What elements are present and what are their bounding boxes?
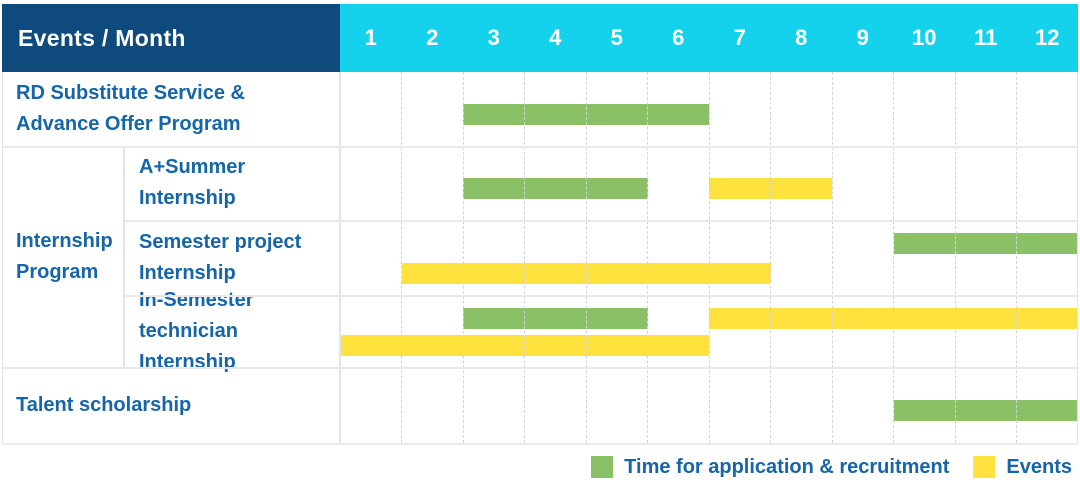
bar-recruitment (463, 308, 648, 329)
month-grid-line (462, 72, 464, 443)
month-grid-line (893, 72, 894, 443)
row-label-line: Talent scholarship (16, 393, 192, 416)
legend-item-event: Events (973, 456, 1072, 479)
month-grid-line (401, 72, 402, 443)
month-header-cell: 1 (364, 25, 377, 50)
month-header-cell: 12 (1035, 25, 1060, 50)
month-header-cell: 11 (974, 25, 998, 50)
row-label-rd-substitute-service-advance-offer-program: RD Substitute Service & Advance Offer Pro… (2, 72, 338, 146)
month-grid-line (524, 72, 525, 443)
month-header-cell: 6 (672, 25, 685, 50)
table-left-border (2, 72, 3, 443)
row-separator (125, 220, 1078, 222)
month-grid-line (1016, 72, 1017, 443)
month-header-cell: 3 (487, 25, 500, 50)
month-grid-line (954, 72, 956, 443)
group-label-internship-program: Internship Program (2, 146, 123, 367)
month-grid-line (647, 72, 648, 443)
legend-swatch-green (591, 456, 614, 478)
row-label-line: A+Summer (139, 156, 246, 178)
table-right-border (1077, 72, 1078, 443)
row-label-semester-project-internship: Semester project Internship (125, 220, 338, 295)
row-label-line: Semester project (139, 230, 302, 253)
group-column-divider (123, 146, 125, 367)
row-separator (125, 295, 1078, 297)
bar-recruitment (893, 400, 1078, 421)
month-grid-line (585, 72, 587, 443)
month-header-cell: 4 (549, 25, 562, 50)
legend-swatch-yellow (973, 456, 996, 478)
legend-item-recruitment: Time for application & recruitment (591, 456, 949, 479)
row-label-line: Internship (139, 187, 236, 209)
month-header-cell: 7 (733, 25, 746, 50)
row-label-line: RD Substitute Service & (16, 82, 245, 104)
label-column-divider (339, 72, 341, 443)
legend-label: Time for application & recruitment (624, 455, 950, 478)
row-label-line: In-Semester (139, 288, 254, 311)
group-label-line: Internship (16, 229, 113, 252)
table-header-events-month: Events / Month (2, 4, 340, 72)
bar-recruitment (463, 178, 648, 199)
legend-label: Events (1006, 455, 1072, 478)
month-grid-line (770, 72, 771, 443)
month-header-cell: 10 (912, 25, 937, 50)
row-separator (2, 443, 1078, 445)
group-label-line: Program (16, 260, 99, 283)
bar-recruitment (893, 233, 1078, 254)
row-separator (2, 367, 1078, 369)
row-label-in-semester-technician-internship: In-Semester technician Internship (125, 289, 338, 373)
month-header-cell: 2 (426, 25, 439, 50)
row-label-talent-scholarship: Talent scholarship (2, 367, 338, 443)
month-header-cell: 8 (795, 25, 808, 50)
month-header-cell: 5 (610, 25, 623, 50)
row-separator (2, 146, 1078, 148)
month-grid-line (708, 72, 710, 443)
month-header-cell: 9 (856, 25, 869, 50)
month-header-row: 1 2 3 4 5 6 7 8 9 10 11 12 (340, 4, 1078, 72)
month-grid-line (831, 72, 833, 443)
row-label-a-summer-internship: A+Summer Internship (125, 146, 338, 220)
legend: Time for application & recruitment Events (591, 452, 1072, 482)
row-label-line: Advance Offer Program (16, 113, 241, 135)
row-label-line: Internship (139, 261, 236, 284)
